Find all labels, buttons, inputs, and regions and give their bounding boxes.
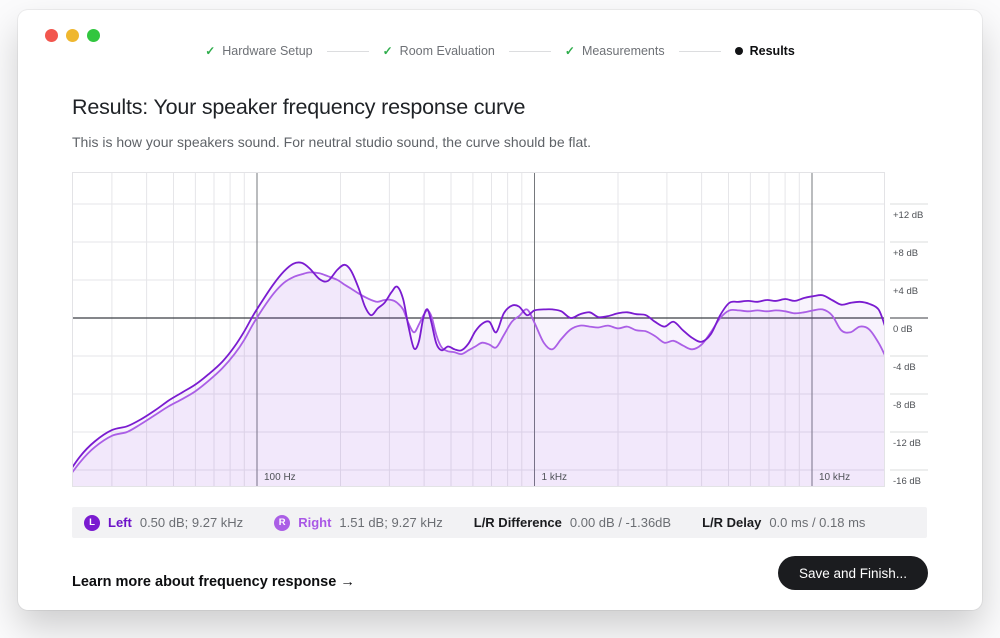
chart-canvas[interactable]: +12 dB +8 dB +4 dB 0 dB -4 dB -8 dB -12 dB -16 … <box>72 172 928 488</box>
stepper-step-results[interactable]: Results <box>734 44 795 58</box>
y-axis-label: 0 dB <box>893 324 913 335</box>
y-axis-label: +12 dB <box>893 210 923 221</box>
arrow-right-icon: → <box>340 574 355 590</box>
left-channel-label: Left <box>108 515 132 530</box>
curve-lines <box>72 261 885 475</box>
save-finish-button[interactable]: Save and Finish... <box>777 556 928 590</box>
check-icon: ✓ <box>382 44 393 58</box>
stepper-step-label: Room Evaluation <box>399 44 495 58</box>
x-axis-label: 1 kHz <box>542 472 568 483</box>
stepper-step-label: Measurements <box>581 44 665 58</box>
lr-delay-readout: L/R Delay 0.0 ms / 0.18 ms <box>702 515 865 530</box>
close-button[interactable] <box>45 29 58 42</box>
stepper-connector <box>678 50 721 52</box>
y-axis-label: +8 dB <box>893 248 918 259</box>
stepper-step-label: Hardware Setup <box>222 44 313 58</box>
app-window: ✓ Hardware Setup ✓ Room Evaluation ✓ Mea… <box>18 10 982 610</box>
minimize-button[interactable] <box>66 29 79 42</box>
x-axis-label: 100 Hz <box>264 472 296 483</box>
traffic-lights <box>45 29 100 42</box>
page-title: Results: Your speaker frequency response… <box>72 95 526 119</box>
series-area-right <box>72 272 885 487</box>
right-channel-label: Right <box>298 515 332 530</box>
right-channel-icon: R <box>274 514 291 531</box>
page-subtitle: This is how your speakers sound. For neu… <box>72 134 592 150</box>
stepper-step-label: Results <box>749 44 795 58</box>
series-line-right <box>72 271 885 475</box>
stepper-step-hardware-setup[interactable]: ✓ Hardware Setup <box>205 44 312 58</box>
right-channel-readout: R Right 1.51 dB; 9.27 kHz <box>274 514 443 531</box>
decade-gridlines <box>256 172 813 487</box>
check-icon: ✓ <box>205 44 216 58</box>
plot-border <box>72 172 885 487</box>
stepper-connector <box>326 50 369 52</box>
axis-labels: +12 dB +8 dB +4 dB 0 dB -4 dB -8 dB -12 dB -16 … <box>264 203 928 487</box>
measurement-summary-bar: L Left 0.50 dB; 9.27 kHz R Right 1.51 dB… <box>72 507 927 538</box>
lr-delay-label: L/R Delay <box>702 515 762 530</box>
y-axis-label: -4 dB <box>893 362 916 373</box>
right-channel-value: 1.51 dB; 9.27 kHz <box>339 515 443 530</box>
lr-delay-value: 0.0 ms / 0.18 ms <box>769 515 866 530</box>
curve-areas <box>72 262 885 487</box>
current-step-dot-icon <box>734 47 743 55</box>
check-icon: ✓ <box>564 44 575 58</box>
frequency-response-chart[interactable]: +12 dB +8 dB +4 dB 0 dB -4 dB -8 dB -12 dB -16 … <box>72 172 928 488</box>
y-axis-label: -8 dB <box>893 400 916 411</box>
left-channel-icon: L <box>84 514 100 531</box>
stepper-step-measurements[interactable]: ✓ Measurements <box>565 44 665 58</box>
left-channel-value: 0.50 dB; 9.27 kHz <box>139 515 244 530</box>
y-axis-label: -16 dB <box>893 476 921 487</box>
stepper-step-room-evaluation[interactable]: ✓ Room Evaluation <box>383 44 495 58</box>
left-channel-readout: L Left 0.50 dB; 9.27 kHz <box>84 514 244 531</box>
lr-difference-value: 0.00 dB / -1.36dB <box>569 515 672 530</box>
stepper-connector <box>508 50 551 52</box>
lr-difference-readout: L/R Difference 0.00 dB / -1.36dB <box>474 515 671 530</box>
setup-stepper: ✓ Hardware Setup ✓ Room Evaluation ✓ Mea… <box>18 43 982 59</box>
x-axis-label: 10 kHz <box>819 472 850 483</box>
y-axis-label: +4 dB <box>893 286 918 297</box>
zoom-button[interactable] <box>87 29 100 42</box>
plot-border-rect <box>72 172 885 487</box>
series-line-left <box>72 261 885 470</box>
series-area-left <box>72 262 885 487</box>
lr-difference-label: L/R Difference <box>473 515 562 530</box>
learn-more-label: Learn more about frequency response <box>72 574 337 590</box>
y-axis-label: -12 dB <box>893 438 921 449</box>
learn-more-link[interactable]: Learn more about frequency response → <box>72 574 355 590</box>
